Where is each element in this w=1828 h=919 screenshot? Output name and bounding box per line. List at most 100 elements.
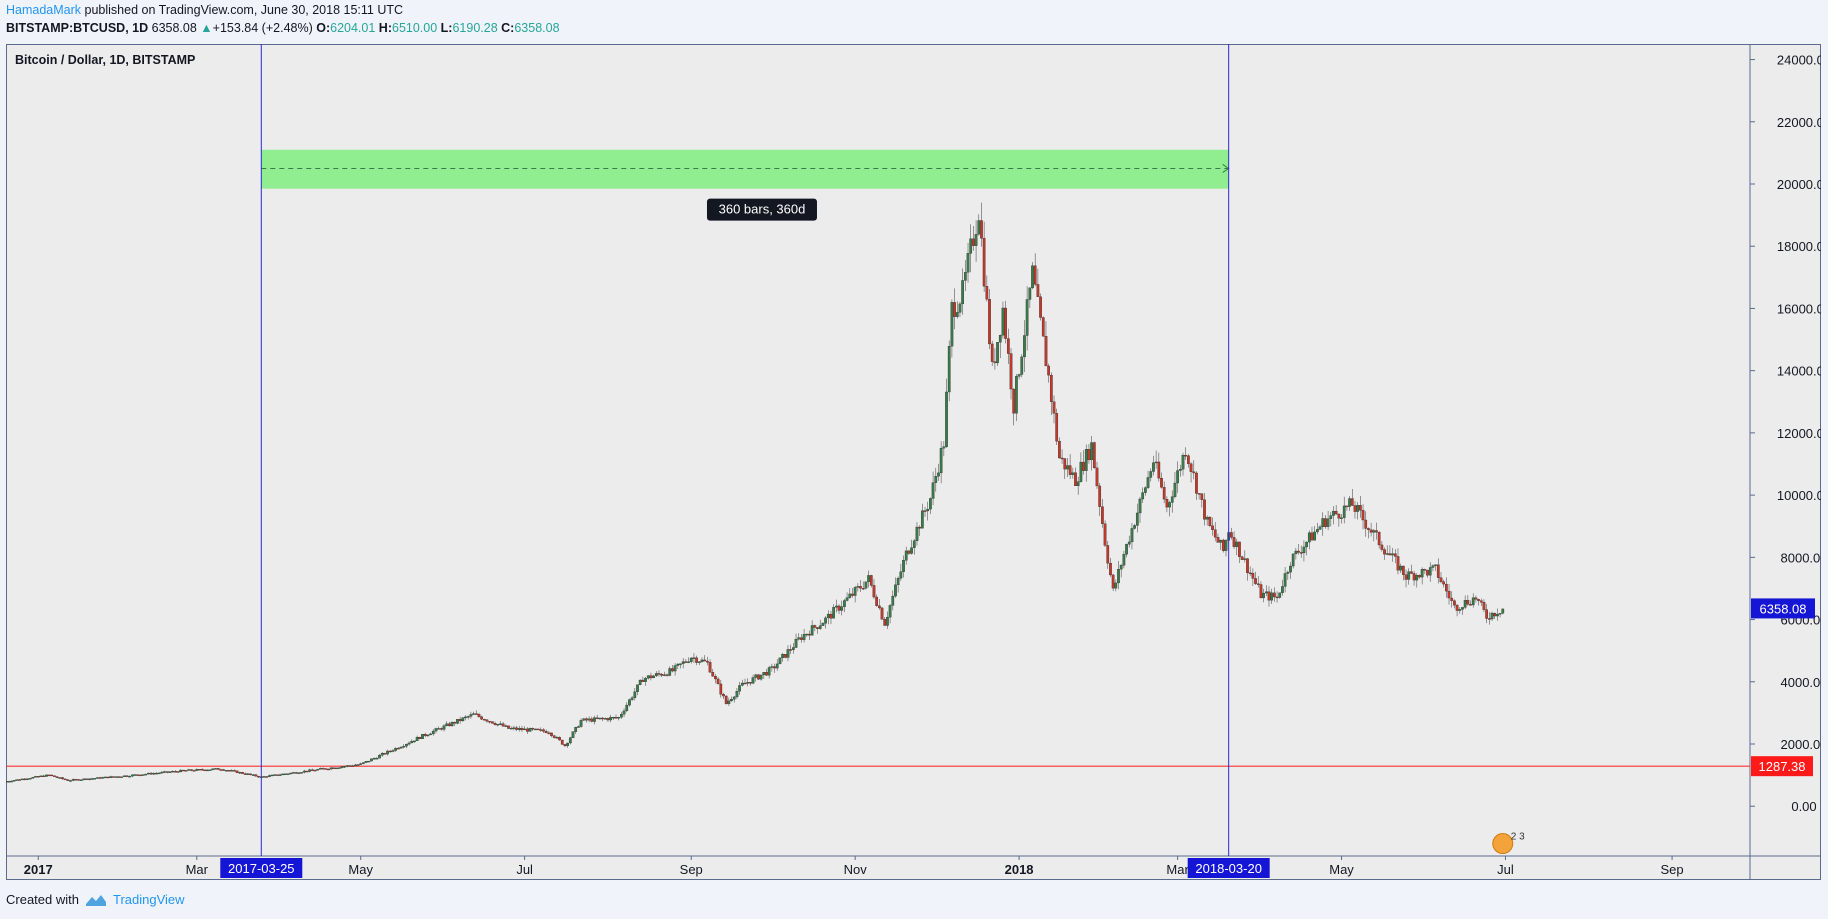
- candle-body: [1453, 600, 1456, 606]
- candle-body: [558, 737, 561, 741]
- candle-body: [681, 661, 685, 664]
- candle-body: [1090, 442, 1093, 461]
- candle-body: [1060, 457, 1064, 460]
- candle-body: [568, 737, 572, 744]
- candle-body: [980, 220, 983, 239]
- candle-body: [1283, 573, 1287, 587]
- candle-body: [869, 575, 873, 586]
- candle-body: [515, 727, 518, 730]
- candle-body: [1377, 532, 1381, 546]
- candle-body: [313, 769, 317, 772]
- tradingview-link[interactable]: TradingView: [112, 892, 185, 907]
- candle-body: [1251, 572, 1255, 579]
- candle-body: [1393, 553, 1397, 557]
- candle-body: [1412, 573, 1416, 581]
- candle-body: [617, 717, 621, 719]
- candle-body: [1205, 516, 1209, 520]
- candle-body: [1076, 481, 1080, 487]
- candle-body: [380, 753, 384, 756]
- candle-body: [1146, 477, 1150, 488]
- candle-body: [482, 719, 486, 721]
- candle-body: [918, 526, 922, 529]
- candle-body: [372, 758, 376, 760]
- candle-body: [1025, 299, 1029, 336]
- candle-body: [399, 746, 403, 749]
- candle-body: [469, 714, 473, 717]
- candle-body: [700, 659, 704, 662]
- candle-body: [1162, 487, 1166, 500]
- x-tick-label: 2018: [1005, 862, 1034, 877]
- candle-body: [284, 773, 287, 775]
- candle-body: [211, 768, 215, 770]
- candle-body: [1130, 528, 1134, 543]
- candle-body: [1033, 265, 1037, 285]
- candle-body: [1426, 570, 1429, 576]
- candle-body: [1047, 365, 1050, 376]
- candle-body: [173, 771, 177, 773]
- candle-body: [800, 637, 803, 640]
- candle-body: [1184, 455, 1188, 457]
- candle-body: [727, 700, 731, 704]
- candle-body: [1044, 336, 1048, 367]
- support-price-tag: [1751, 756, 1813, 777]
- candle-body: [539, 729, 543, 731]
- y-tick-label: 20000.00: [1777, 177, 1821, 192]
- candle-body: [101, 777, 105, 779]
- candle-body: [512, 727, 516, 729]
- candle-body: [867, 575, 870, 582]
- candle-body: [509, 727, 513, 730]
- candle-body: [149, 772, 153, 775]
- candle-body: [308, 769, 312, 772]
- x-tick-label: Mar: [1166, 862, 1189, 877]
- candle-body: [6, 781, 8, 783]
- tradingview-logo-icon[interactable]: [85, 893, 107, 907]
- candle-body: [886, 616, 889, 626]
- candle-body: [1023, 335, 1026, 358]
- candle-body: [321, 768, 325, 770]
- open-label: O:: [316, 21, 331, 35]
- candle-body: [1498, 613, 1502, 615]
- candle-body: [1055, 413, 1059, 442]
- candle-body: [638, 679, 642, 685]
- candle-body: [1149, 471, 1153, 478]
- candle-body: [1004, 307, 1007, 339]
- candle-body: [579, 720, 583, 727]
- candle-body: [410, 741, 414, 744]
- candle-body: [1275, 596, 1279, 599]
- candle-body: [985, 286, 989, 300]
- candle-body: [61, 777, 64, 780]
- candle-body: [743, 682, 747, 685]
- candle-body: [206, 769, 209, 772]
- candle-body: [1356, 505, 1360, 512]
- candle-body: [421, 734, 424, 739]
- candle-body: [974, 234, 978, 246]
- candle-body: [660, 673, 664, 676]
- candle-body: [133, 774, 137, 776]
- candle-body: [117, 776, 121, 778]
- candle-body: [270, 774, 274, 777]
- candle-body: [595, 717, 599, 719]
- candle-body: [214, 768, 217, 770]
- candle-body: [1017, 374, 1021, 377]
- candle-body: [1340, 517, 1343, 519]
- ohlc-legend: BITSTAMP:BTCUSD, 1D 6358.08 ▲+153.84 (+2…: [6, 21, 560, 35]
- candle-body: [171, 771, 174, 773]
- author-link[interactable]: HamadaMark: [6, 3, 82, 17]
- candle-body: [1487, 618, 1491, 620]
- candle-body: [1106, 545, 1110, 564]
- candle-body: [176, 771, 180, 773]
- candle-body: [82, 778, 86, 780]
- candle-body: [1485, 609, 1489, 619]
- candle-body: [778, 657, 782, 665]
- candle-body: [808, 633, 811, 636]
- candle-body: [523, 728, 526, 731]
- candle-body: [1278, 592, 1282, 598]
- candle-body: [1326, 518, 1330, 527]
- candle-body: [1359, 505, 1362, 511]
- candle-body: [1254, 578, 1257, 584]
- y-tick-label: 2000.00: [1781, 737, 1822, 752]
- candle-body: [910, 547, 913, 554]
- chart-canvas[interactable]: 24000.00 22000.00 20000.00 18000.00 16000.00…: [6, 44, 1821, 880]
- candle-body: [1420, 569, 1424, 578]
- candle-body: [396, 747, 400, 750]
